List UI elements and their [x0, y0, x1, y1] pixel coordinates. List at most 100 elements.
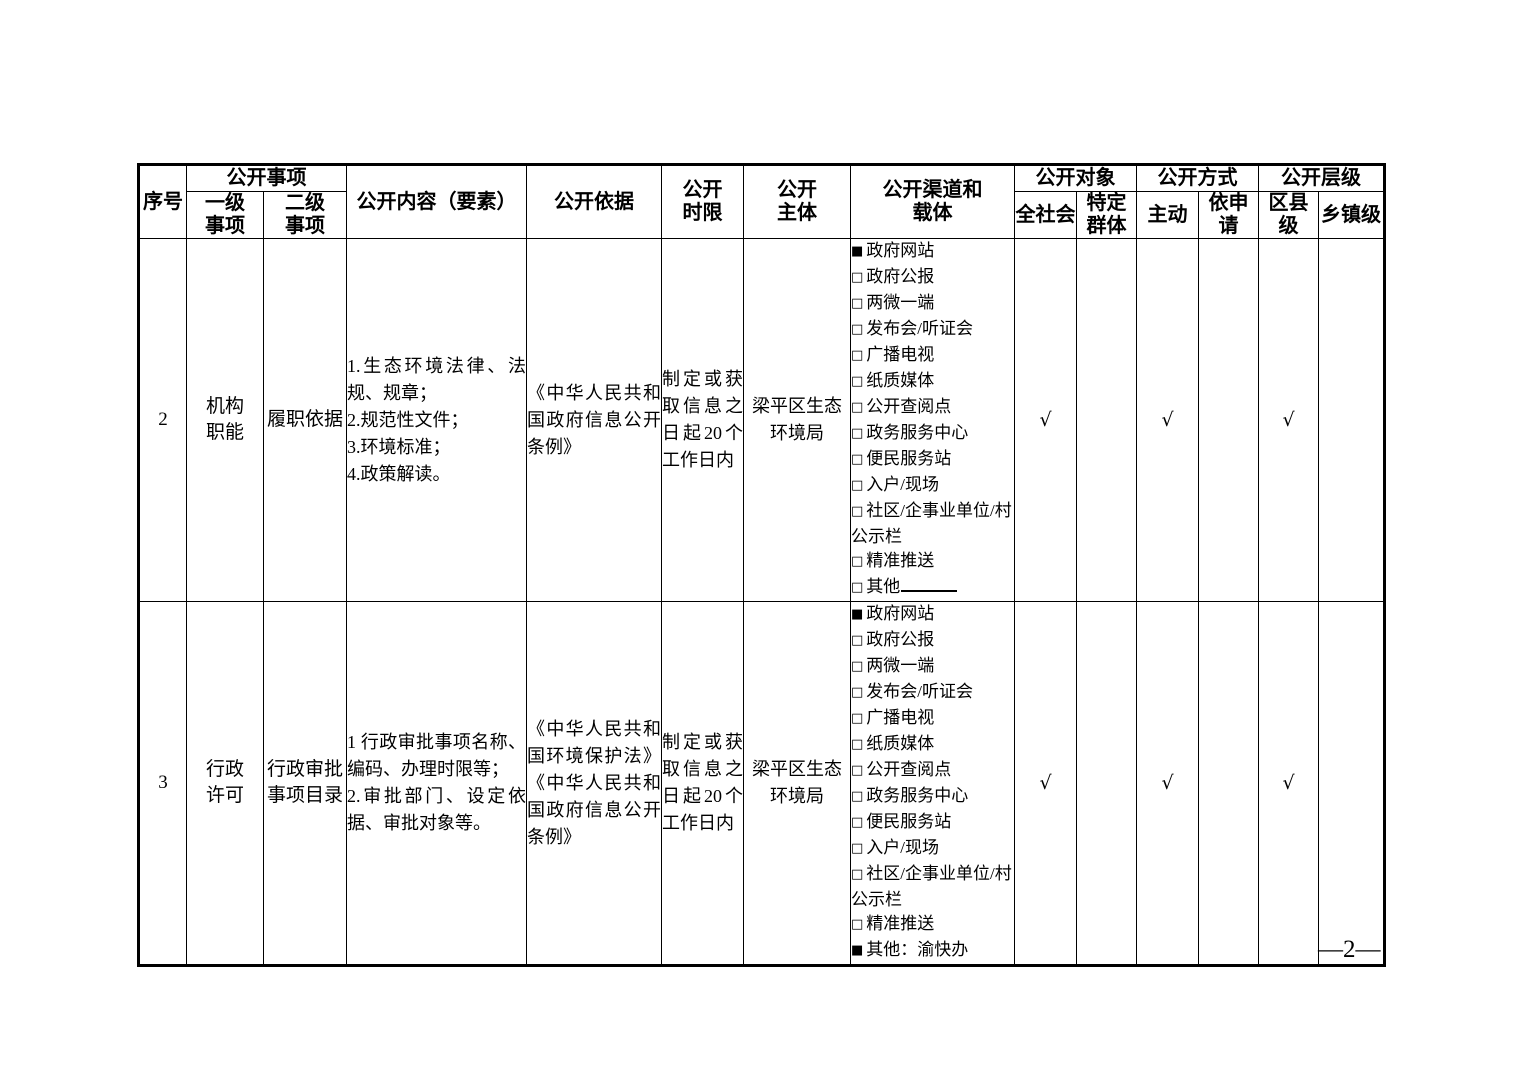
header-township-level: 乡镇级: [1318, 191, 1385, 239]
header-level1: 一级 事项: [186, 191, 264, 239]
channel-item: □ 发布会/听证会: [851, 319, 974, 338]
header-on-request: 依申请: [1198, 191, 1259, 239]
checkbox-unchecked-icon: □: [851, 400, 864, 415]
channel-item: □ 公开查阅点: [851, 760, 952, 779]
channel-item: □ 两微一端: [851, 656, 935, 675]
row-time-limit: 制定或获取信息之日起20个工作日内: [661, 238, 744, 602]
mark-on-request: [1198, 238, 1259, 602]
checkbox-unchecked-icon: □: [851, 348, 864, 363]
row-basis: 《中华人民共和国政府信息公开条例》: [526, 238, 662, 602]
channel-item: □ 公开查阅点: [851, 397, 952, 416]
channel-item: □ 社区/企事业单位/村公示栏: [851, 501, 1012, 546]
header-level2: 二级 事项: [263, 191, 347, 239]
channel-item: ■ 政府网站: [851, 604, 935, 623]
checkbox-unchecked-icon: □: [851, 374, 864, 389]
channel-item: □ 精准推送: [851, 914, 935, 933]
header-proactive: 主动: [1136, 191, 1199, 239]
row-serial: 2: [138, 238, 187, 602]
row-channels: ■ 政府网站 □ 政府公报 □ 两微一端 □ 发布会/听证会 □ 广播电视 □ 纸质媒体 □ 公开查阅点 □…: [850, 601, 1015, 966]
mark-specific-group: [1076, 601, 1137, 966]
channel-item: □ 广播电视: [851, 708, 935, 727]
channel-item: □ 政务服务中心: [851, 423, 969, 442]
checkbox-unchecked-icon: □: [851, 580, 864, 595]
channel-item: ■ 其他：渝快办: [851, 940, 969, 959]
header-row-top: 序号 公开事项 公开内容（要素） 公开依据 公开 时限 公开 主体 公开渠道和 …: [138, 164, 1385, 239]
header-all-society: 全社会: [1014, 191, 1077, 239]
checkbox-unchecked-icon: □: [851, 452, 864, 467]
checkbox-unchecked-icon: □: [851, 270, 864, 285]
blank-underline: [901, 575, 958, 592]
channel-item: □ 纸质媒体: [851, 734, 935, 753]
mark-all-society: √: [1014, 238, 1077, 602]
checkbox-checked-icon: ■: [851, 943, 864, 958]
checkbox-checked-icon: ■: [851, 244, 864, 259]
checkbox-unchecked-icon: □: [851, 426, 864, 441]
channel-item: □ 便民服务站: [851, 812, 952, 831]
mark-specific-group: [1076, 238, 1137, 602]
header-district-level: 区县级: [1258, 191, 1319, 239]
checkbox-unchecked-icon: □: [851, 296, 864, 311]
header-specific-group: 特定 群体: [1076, 191, 1137, 239]
row-basis: 《中华人民共和国环境保护法》《中华人民共和国政府信息公开条例》: [526, 601, 662, 966]
table-row: 3 行政 许可 行政审批 事项目录 1 行政审批事项名称、编码、办理时限等； 2…: [138, 601, 1385, 966]
channel-item: □ 政务服务中心: [851, 786, 969, 805]
channel-item: □ 精准推送: [851, 551, 935, 570]
row-level1: 机构 职能: [186, 238, 264, 602]
row-content: 1.生态环境法律、法规、规章； 2.规范性文件； 3.环境标准； 4.政策解读。: [346, 238, 527, 602]
header-content: 公开内容（要素）: [346, 164, 527, 239]
mark-proactive: √: [1136, 238, 1199, 602]
mark-township-level: [1318, 601, 1385, 966]
channel-item: □ 便民服务站: [851, 449, 952, 468]
channel-item: □ 发布会/听证会: [851, 682, 974, 701]
checkbox-unchecked-icon: □: [851, 554, 864, 569]
checkbox-unchecked-icon: □: [851, 789, 864, 804]
row-time-limit: 制定或获取信息之日起20个工作日内: [661, 601, 744, 966]
checkbox-unchecked-icon: □: [851, 841, 864, 856]
mark-district-level: √: [1258, 238, 1319, 602]
channel-item: □ 纸质媒体: [851, 371, 935, 390]
page-number: —2—: [1318, 936, 1381, 963]
channel-item: □ 入户/现场: [851, 838, 940, 857]
disclosure-table: 序号 公开事项 公开内容（要素） 公开依据 公开 时限 公开 主体 公开渠道和 …: [137, 163, 1386, 967]
checkbox-unchecked-icon: □: [851, 478, 864, 493]
row-subject: 梁平区生态环境局: [743, 238, 851, 602]
checkbox-checked-icon: ■: [851, 607, 864, 622]
header-row-sub: 一级 事项 二级 事项 全社会 特定 群体 主动 依申请 区县级 乡镇级: [139, 191, 1385, 239]
channel-item: □ 其他: [851, 575, 1014, 601]
mark-proactive: √: [1136, 601, 1199, 966]
channel-item: □ 两微一端: [851, 293, 935, 312]
mark-township-level: [1318, 238, 1385, 602]
header-subject: 公开 主体: [743, 164, 851, 239]
checkbox-unchecked-icon: □: [851, 504, 864, 519]
checkbox-unchecked-icon: □: [851, 815, 864, 830]
row-subject: 梁平区生态环境局: [743, 601, 851, 966]
channel-item: ■ 政府网站: [851, 241, 935, 260]
checkbox-unchecked-icon: □: [851, 917, 864, 932]
checkbox-unchecked-icon: □: [851, 867, 864, 882]
header-time-limit: 公开 时限: [661, 164, 744, 239]
mark-district-level: √: [1258, 601, 1319, 966]
header-channels: 公开渠道和 载体: [850, 164, 1015, 239]
checkbox-unchecked-icon: □: [851, 737, 864, 752]
channel-item: □ 入户/现场: [851, 475, 940, 494]
header-serial: 序号: [138, 164, 187, 239]
row-serial: 3: [138, 601, 187, 966]
header-level-group: 公开层级: [1258, 164, 1385, 192]
row-level2: 履职依据: [263, 238, 347, 602]
checkbox-unchecked-icon: □: [851, 763, 864, 778]
row-level1: 行政 许可: [186, 601, 264, 966]
channel-item: □ 社区/企事业单位/村公示栏: [851, 864, 1012, 909]
mark-on-request: [1198, 601, 1259, 966]
header-method-group: 公开方式: [1136, 164, 1259, 192]
header-basis: 公开依据: [526, 164, 662, 239]
header-matters-group: 公开事项: [186, 164, 347, 192]
row-level2: 行政审批 事项目录: [263, 601, 347, 966]
row-channels: ■ 政府网站 □ 政府公报 □ 两微一端 □ 发布会/听证会 □ 广播电视 □ 纸质媒体 □ 公开查阅点 □…: [850, 238, 1015, 602]
checkbox-unchecked-icon: □: [851, 685, 864, 700]
checkbox-unchecked-icon: □: [851, 711, 864, 726]
table-row: 2 机构 职能 履职依据 1.生态环境法律、法规、规章； 2.规范性文件； 3.…: [138, 238, 1385, 602]
checkbox-unchecked-icon: □: [851, 659, 864, 674]
mark-all-society: √: [1014, 601, 1077, 966]
row-content: 1 行政审批事项名称、编码、办理时限等； 2.审批部门、设定依据、审批对象等。: [346, 601, 527, 966]
